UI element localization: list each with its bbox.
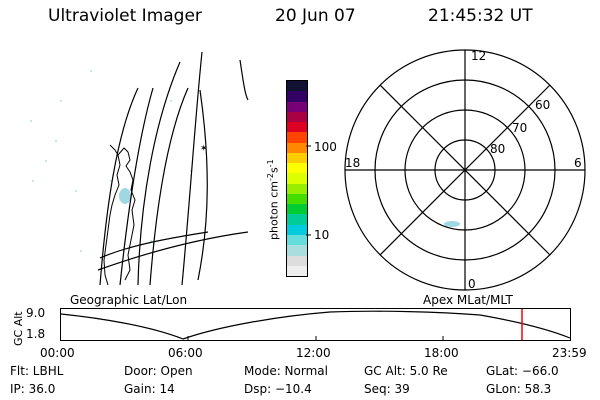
info-glat: GLat: −66.0 bbox=[486, 364, 559, 378]
colorbar-step bbox=[287, 152, 307, 164]
alt-xtick-0: 00:00 bbox=[40, 346, 75, 360]
info-seq: Seq: 39 bbox=[364, 382, 410, 396]
aurora-blob bbox=[119, 188, 131, 204]
mlat-80-label: 80 bbox=[490, 142, 505, 156]
mlt-0-label: 0 bbox=[468, 277, 476, 291]
star-marker: ✶ bbox=[200, 144, 208, 154]
colorbar-step bbox=[287, 122, 307, 133]
instrument-title: Ultraviolet Imager bbox=[48, 6, 202, 26]
info-dsp: Dsp: −10.4 bbox=[244, 382, 312, 396]
info-mode: Mode: Normal bbox=[244, 364, 328, 378]
lon-lines bbox=[97, 51, 249, 286]
info-glon: GLon: 58.3 bbox=[486, 382, 552, 396]
noise-speckles bbox=[30, 70, 192, 252]
diagonal-2 bbox=[379, 84, 551, 256]
colorbar-step bbox=[287, 101, 307, 112]
time-label: 21:45:32 UT bbox=[428, 6, 533, 26]
colorbar-step bbox=[287, 255, 307, 266]
colorbar-tick-100: 100 bbox=[314, 140, 337, 154]
colorbar-step bbox=[287, 142, 307, 153]
mlt-12-label: 12 bbox=[471, 49, 486, 63]
colorbar-step bbox=[287, 183, 307, 194]
alt-frame bbox=[60, 308, 571, 341]
colorbar-step bbox=[287, 163, 307, 174]
alt-ytick-high: 9.0 bbox=[26, 306, 46, 320]
geographic-caption: Geographic Lat/Lon bbox=[70, 293, 188, 307]
info-flt: Flt: LBHL bbox=[10, 364, 64, 378]
info-door: Door: Open bbox=[124, 364, 193, 378]
alt-xtick-4: 23:59 bbox=[552, 346, 587, 360]
alt-curve bbox=[60, 310, 571, 340]
info-ip: IP: 36.0 bbox=[10, 382, 56, 396]
colorbar-step bbox=[287, 234, 307, 246]
colorbar-step bbox=[287, 132, 307, 143]
colorbar-step bbox=[287, 173, 307, 184]
altitude-plot bbox=[60, 308, 571, 341]
coastline bbox=[103, 144, 136, 286]
colorbar-tick-10: 10 bbox=[314, 228, 330, 242]
alt-ylabel: GC Alt bbox=[12, 311, 25, 346]
colorbar-step bbox=[287, 91, 307, 102]
colorbar-step bbox=[287, 245, 307, 256]
mlat-70-label: 70 bbox=[512, 121, 527, 135]
mlat-60-label: 60 bbox=[535, 98, 550, 112]
polar-plot: 12 18 6 0 60 70 80 bbox=[344, 49, 586, 291]
colorbar-step bbox=[287, 193, 307, 205]
info-gain: Gain: 14 bbox=[124, 382, 175, 396]
colorbar-step bbox=[287, 81, 307, 92]
alt-xtick-2: 12:00 bbox=[296, 346, 331, 360]
polar-caption: Apex MLat/MLT bbox=[423, 293, 513, 307]
colorbar-step bbox=[287, 265, 307, 277]
alt-xtick-3: 18:00 bbox=[424, 346, 459, 360]
date-label: 20 Jun 07 bbox=[275, 6, 356, 26]
colorbar-step bbox=[287, 111, 307, 123]
colorbar-step bbox=[287, 204, 307, 215]
alt-xtick-1: 06:00 bbox=[168, 346, 203, 360]
polar-aurora bbox=[444, 221, 460, 227]
geographic-map: ✶ bbox=[30, 51, 249, 286]
mlt-6-label: 6 bbox=[574, 156, 582, 170]
colorbar bbox=[286, 80, 308, 277]
mlt-18-label: 18 bbox=[345, 156, 360, 170]
colorbar-step bbox=[287, 214, 307, 225]
colorbar-label: photon cm-2s-1 bbox=[266, 159, 281, 240]
alt-ytick-low: 1.8 bbox=[26, 327, 46, 341]
info-gcalt: GC Alt: 5.0 Re bbox=[364, 364, 448, 378]
colorbar-step bbox=[287, 224, 307, 235]
colorbar-ticks bbox=[306, 145, 311, 236]
